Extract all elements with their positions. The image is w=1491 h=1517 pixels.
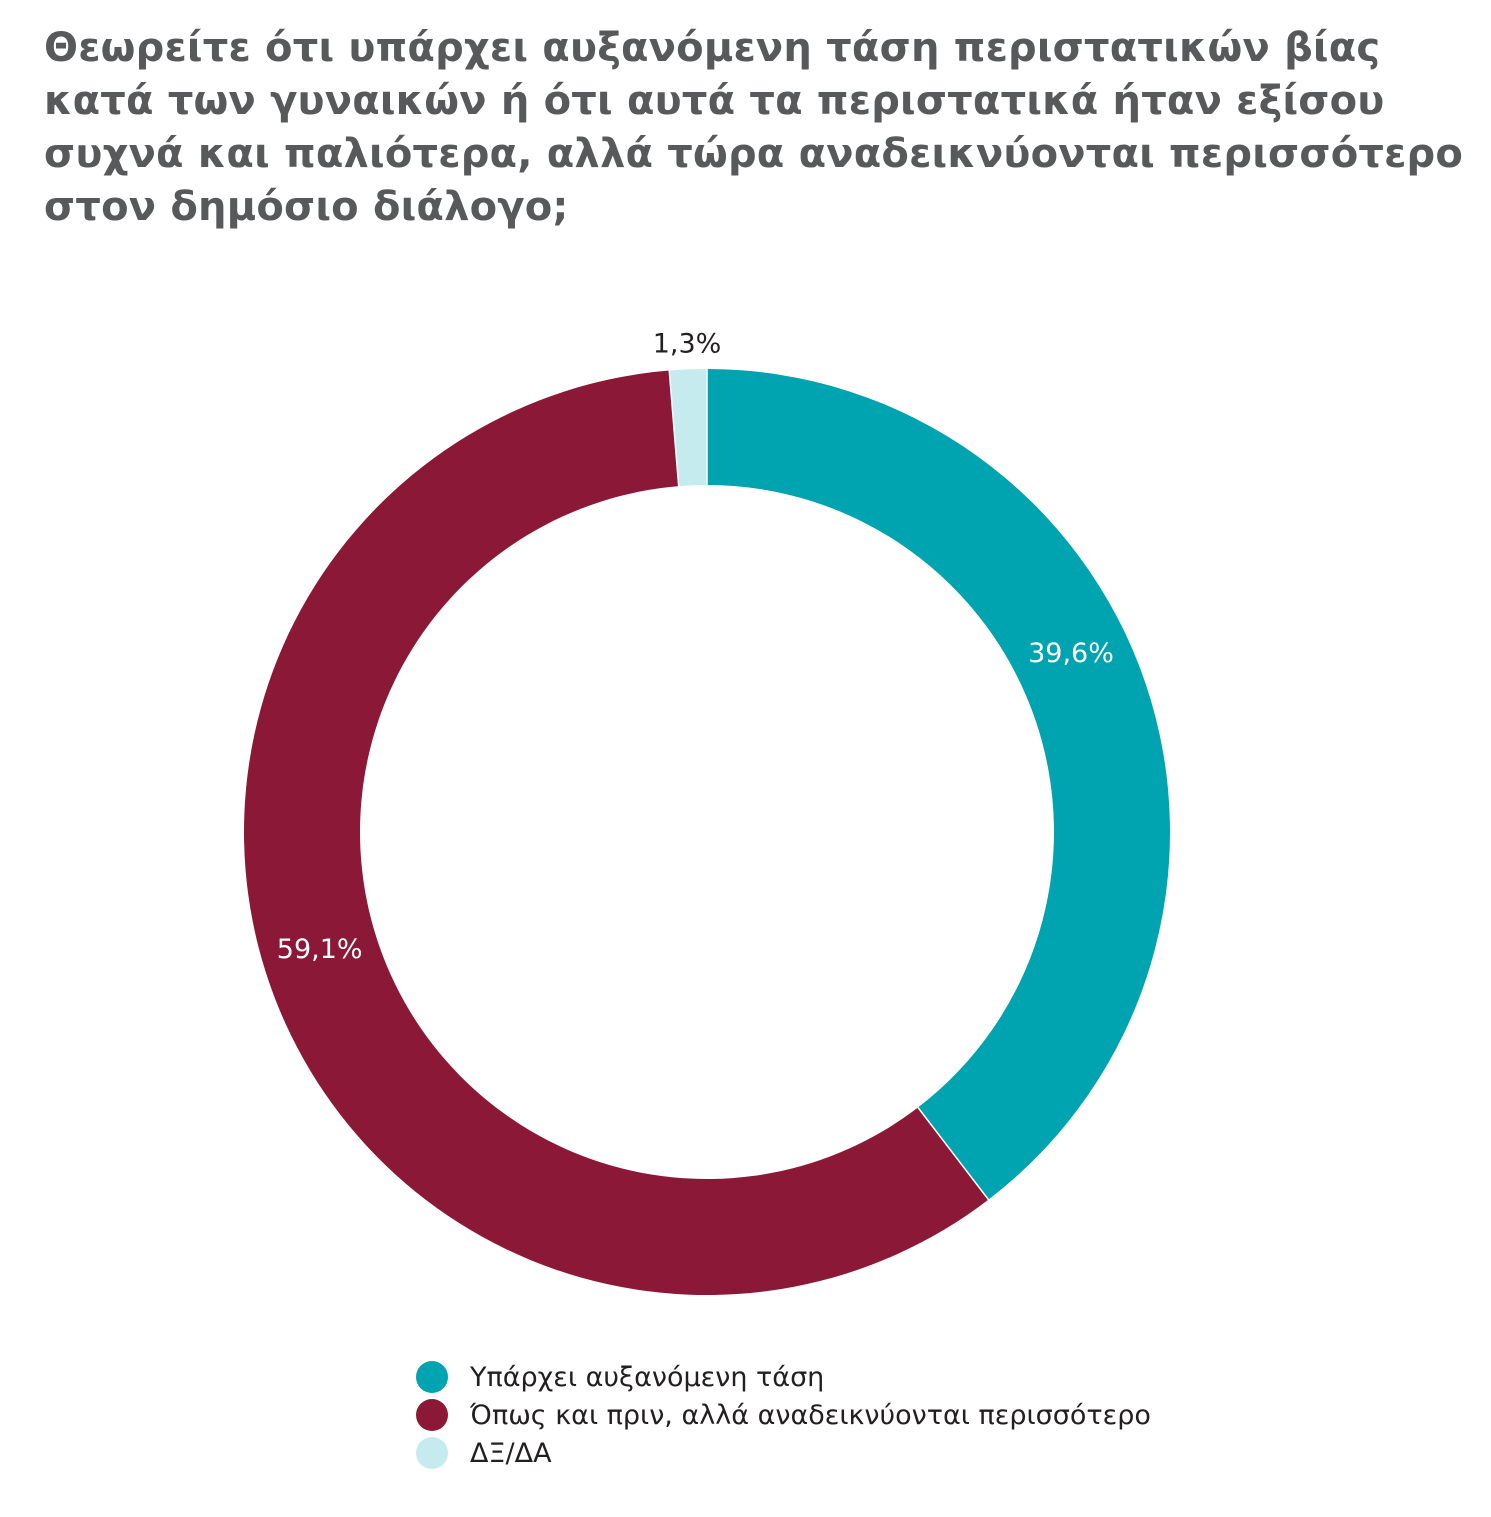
donut-slice — [669, 369, 707, 487]
value-labels-layer: 39,6% 59,1% 1,3% — [277, 329, 1114, 965]
legend-swatch-icon — [416, 1399, 448, 1431]
chart-title: Θεωρείτε ότι υπάρχει αυξανόμενη τάση περ… — [44, 25, 1464, 230]
slice-value-label: 59,1% — [277, 934, 363, 965]
slice-value-label: 39,6% — [1028, 638, 1114, 669]
slice-separator — [917, 1107, 990, 1201]
legend-item: Υπάρχει αυξανόμενη τάση — [416, 1358, 1151, 1396]
legend-item: ΔΞ/ΔΑ — [416, 1434, 1151, 1472]
legend-label: Όπως και πριν, αλλά αναδεικνύονται περισ… — [470, 1399, 1151, 1431]
slices-layer — [243, 369, 1170, 1295]
legend-item: Όπως και πριν, αλλά αναδεικνύονται περισ… — [416, 1396, 1151, 1434]
donut-slice — [243, 370, 989, 1295]
legend-swatch-icon — [416, 1437, 448, 1469]
slice-separator — [668, 370, 680, 487]
donut-slice — [707, 369, 1170, 1200]
legend: Υπάρχει αυξανόμενη τάση Όπως και πριν, α… — [416, 1358, 1151, 1472]
legend-swatch-icon — [416, 1361, 448, 1393]
legend-label: ΔΞ/ΔΑ — [470, 1437, 552, 1469]
slice-value-label: 1,3% — [653, 329, 722, 360]
legend-label: Υπάρχει αυξανόμενη τάση — [470, 1361, 825, 1393]
